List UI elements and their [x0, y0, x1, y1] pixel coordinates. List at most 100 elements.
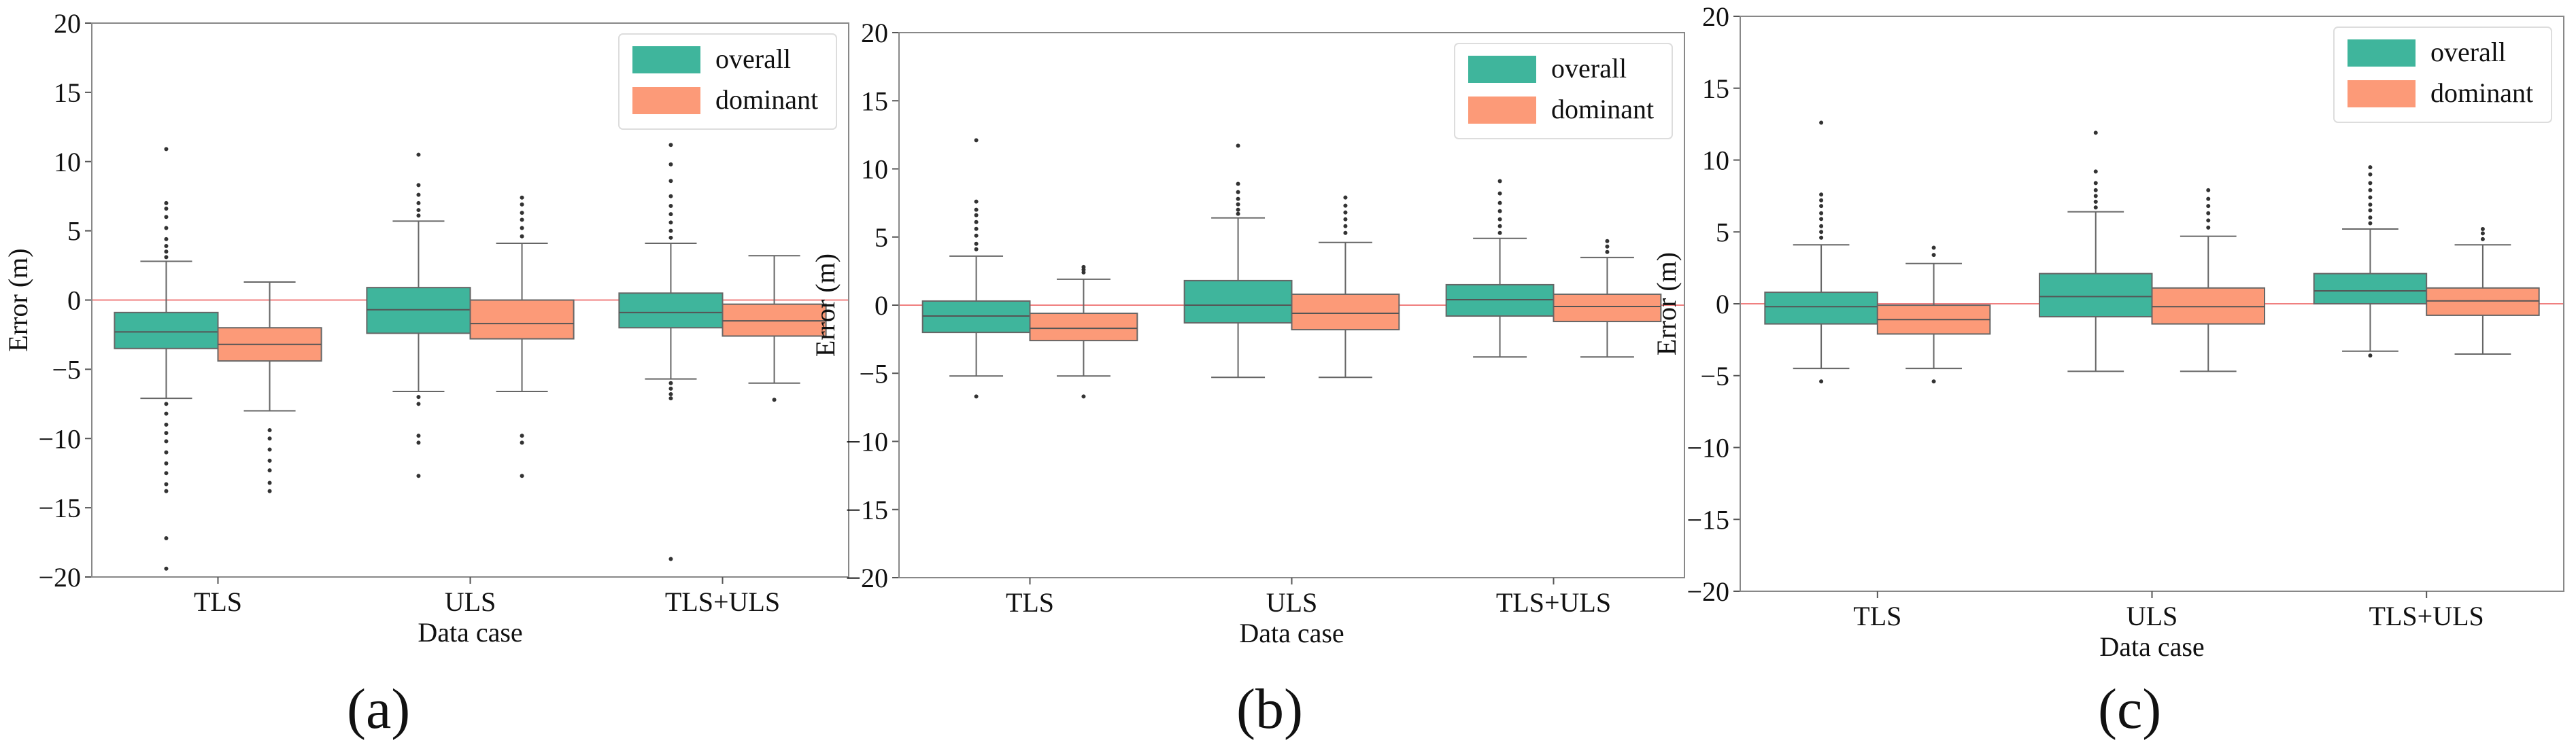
outlier-point	[520, 226, 524, 230]
outlier-point	[416, 192, 421, 197]
y-tick-label: −5	[52, 354, 81, 385]
outlier-point	[668, 386, 673, 391]
outlier-point	[416, 434, 421, 438]
outlier-point	[1497, 191, 1502, 196]
y-tick-label: 0	[67, 285, 81, 316]
outlier-point	[668, 235, 673, 240]
outlier-point	[2206, 204, 2211, 209]
outlier-point	[2368, 172, 2373, 177]
outlier-point	[2093, 130, 2098, 135]
outlier-point	[668, 228, 673, 233]
box-dominant-TLS+ULS	[2426, 287, 2540, 316]
legend-label-dominant: dominant	[715, 84, 818, 115]
outlier-point	[1343, 224, 1348, 228]
outlier-point	[2368, 188, 2373, 192]
outlier-point	[164, 536, 169, 540]
outlier-point	[1236, 211, 1240, 216]
outlier-point	[2368, 215, 2373, 220]
outlier-point	[520, 234, 524, 239]
chart-panel-3: −20 −15 −10 −5 0 5 10 15 20 TLS ULS TLS+ULS Data cas…	[1651, 1, 2564, 662]
x-tick-label: TLS+ULS	[2369, 601, 2484, 631]
x-tick-label: ULS	[1266, 587, 1318, 618]
outlier-point	[520, 195, 524, 200]
box-overall-ULS	[366, 287, 471, 334]
y-tick-label: 15	[1702, 73, 1729, 104]
outlier-point	[1236, 196, 1240, 201]
outlier-point	[1497, 209, 1502, 213]
box-overall-TLS	[921, 300, 1031, 334]
outlier-point	[974, 241, 979, 246]
outlier-point	[2093, 194, 2098, 198]
y-tick-label: −10	[845, 427, 888, 457]
outlier-point	[164, 255, 169, 260]
outlier-point	[1819, 379, 1824, 384]
x-axis-label: Data case	[1239, 618, 1344, 648]
outlier-point	[2368, 165, 2373, 170]
legend-swatch-overall	[1468, 56, 1536, 83]
outlier-point	[1236, 143, 1240, 148]
outlier-point	[164, 200, 169, 205]
panel-label-c: (c)	[2098, 678, 2162, 741]
outlier-point	[164, 226, 169, 230]
y-tick-label: 0	[1716, 289, 1729, 319]
legend-swatch-dominant	[2348, 80, 2416, 107]
chart-panel-1: −20 −15 −10 −5 0 5 10 15 20 TLS ULS TLS+ULS Data cas…	[3, 8, 849, 648]
y-tick-label: 20	[1702, 1, 1729, 32]
outlier-point	[164, 489, 169, 493]
outlier-point	[164, 439, 169, 444]
outlier-point	[416, 183, 421, 188]
y-tick-label: 5	[1716, 217, 1729, 247]
legend-swatch-overall	[2348, 39, 2416, 67]
y-tick-label: 15	[54, 77, 81, 108]
outlier-point	[520, 440, 524, 445]
outlier-point	[1819, 217, 1824, 222]
outlier-point	[668, 143, 673, 147]
outlier-point	[520, 217, 524, 222]
outlier-point	[1931, 245, 1936, 250]
outlier-point	[267, 489, 272, 493]
outlier-point	[1497, 224, 1502, 228]
box-dominant-TLS+ULS	[722, 303, 827, 337]
y-tick-label: 5	[875, 222, 888, 253]
outlier-point	[1343, 203, 1348, 208]
outlier-point	[164, 147, 169, 152]
outlier-point	[1819, 224, 1824, 228]
y-tick-label: 0	[875, 290, 888, 321]
y-axis-label: Error (m)	[1651, 252, 1682, 355]
outlier-point	[1497, 217, 1502, 222]
outlier-point	[2368, 181, 2373, 186]
y-tick-label: −15	[1687, 504, 1729, 535]
outlier-point	[974, 247, 979, 251]
legend: overall dominant	[618, 33, 837, 130]
outlier-point	[164, 402, 169, 406]
outlier-point	[520, 202, 524, 207]
outlier-point	[164, 566, 169, 571]
x-axis-label: Data case	[418, 617, 522, 648]
outlier-point	[974, 213, 979, 217]
y-tick-label: −10	[1687, 433, 1729, 463]
outlier-point	[2206, 196, 2211, 201]
outlier-point	[2093, 199, 2098, 204]
outlier-point	[1931, 379, 1936, 384]
outlier-point	[668, 220, 673, 225]
legend: overall dominant	[1454, 43, 1673, 139]
y-tick-label: −5	[859, 358, 888, 389]
outlier-point	[416, 402, 421, 406]
outlier-point	[164, 461, 169, 466]
outlier-point	[668, 212, 673, 217]
outlier-point	[2368, 203, 2373, 207]
outlier-point	[974, 394, 979, 399]
outlier-point	[416, 152, 421, 157]
outlier-point	[520, 211, 524, 215]
outlier-point	[1605, 244, 1610, 249]
outlier-point	[2206, 225, 2211, 230]
outlier-point	[2480, 237, 2485, 241]
outlier-point	[668, 162, 673, 167]
y-tick-label: 10	[861, 154, 888, 185]
outlier-point	[668, 381, 673, 385]
outlier-point	[1497, 179, 1502, 183]
outlier-point	[2480, 227, 2485, 232]
y-tick-label: 20	[54, 8, 81, 39]
y-tick-label: 15	[861, 86, 888, 116]
